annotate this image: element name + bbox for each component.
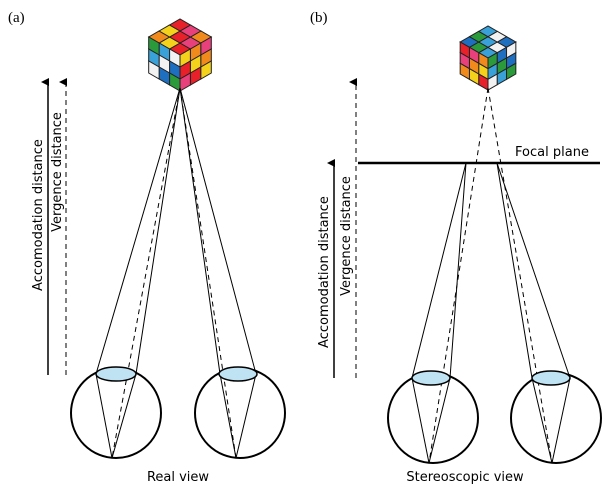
- accommodation-label: Accomodation distance: [317, 196, 332, 348]
- vergence-label: Vergence distance: [50, 112, 65, 232]
- focal-plane-label: Focal plane: [515, 145, 589, 160]
- figure: (a) Accomodation distance Vergence dista…: [0, 0, 606, 487]
- caption: Real view: [147, 470, 209, 485]
- vergence-label: Vergence distance: [339, 176, 354, 296]
- eye-rays: [71, 88, 285, 458]
- panel-label: (b): [310, 10, 328, 26]
- accommodation-label: Accomodation distance: [31, 139, 46, 291]
- panel-label: (a): [8, 10, 25, 26]
- caption: Stereoscopic view: [406, 470, 524, 485]
- cubes: [149, 19, 516, 91]
